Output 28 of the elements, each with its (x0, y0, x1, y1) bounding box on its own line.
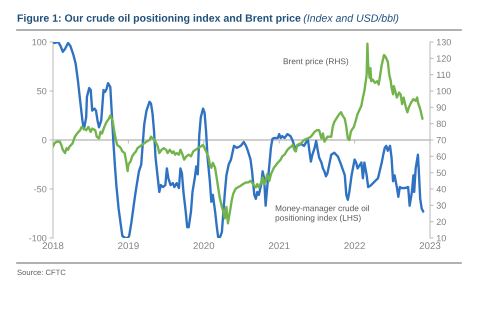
x-tick-label: 2019 (118, 242, 139, 250)
x-tick-label: 2023 (420, 242, 440, 250)
y2-tick-label: 10 (436, 234, 446, 242)
x-tick-label: 2021 (268, 242, 290, 250)
y-tick-label: 50 (37, 88, 46, 94)
y2-tick-label: 30 (436, 202, 446, 209)
y2-tick-label: 20 (436, 218, 446, 226)
y-tick-label: 100 (32, 38, 46, 46)
y2-tick-label: 70 (436, 136, 446, 144)
y-tick-label: -100 (29, 234, 46, 242)
y2-tick-label: 90 (436, 104, 446, 111)
y2-tick-label: 60 (436, 153, 446, 160)
y2-tick-label: 130 (436, 38, 451, 46)
chart-title: Figure 1: Our crude oil positioning index and Brent price (18, 14, 300, 24)
text: Brent price (RHS) (284, 58, 348, 66)
y2-tick-label: 120 (436, 55, 451, 62)
y2-tick-label: 40 (436, 186, 446, 192)
y2-tick-label: 80 (436, 120, 446, 128)
y-tick-label: -50 (34, 186, 46, 192)
x-tick-label: 2018 (42, 242, 64, 250)
y2-tick-label: 100 (436, 88, 451, 94)
chart-subtitle: (Index and USD/bbl) (304, 14, 398, 24)
y-tick-label: 0 (42, 136, 46, 144)
y2-tick-label: 110 (436, 72, 450, 78)
x-tick-label: 2022 (344, 242, 365, 250)
series-label: Money-manager crude oil positioning index (LHS) (276, 205, 369, 222)
x-tick-label: 2020 (193, 242, 214, 250)
y2-tick-label: 50 (436, 170, 446, 176)
